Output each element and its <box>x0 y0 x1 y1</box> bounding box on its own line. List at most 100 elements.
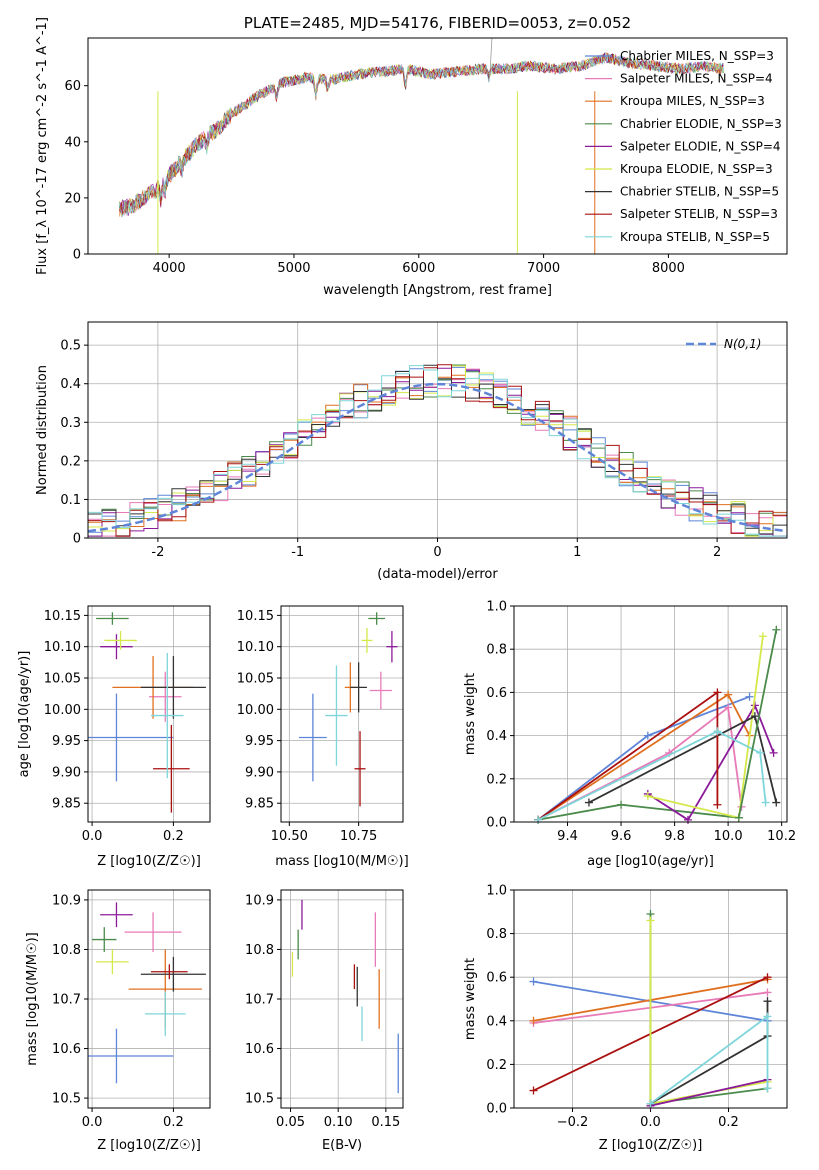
legend-label: Kroupa STELIB, N_SSP=5 <box>620 230 770 244</box>
weight-series-line <box>537 730 767 821</box>
x-tick-label: 10.2 <box>767 829 796 844</box>
weight-marker <box>724 703 733 712</box>
y-tick-label: 0 <box>73 532 81 547</box>
legend-label: Salpeter STELIB, N_SSP=3 <box>620 207 778 221</box>
y-tick-label: 60 <box>64 79 81 94</box>
axes-frame <box>280 605 404 823</box>
x-axis-label: Z [log10(Z/Z☉)] <box>97 854 201 869</box>
weight-series-line <box>537 705 743 821</box>
legend-label: Chabrier MILES, N_SSP=3 <box>620 49 774 63</box>
y-tick-label: 10.00 <box>237 703 274 718</box>
weight-marker <box>713 800 722 809</box>
y-tick-label: 0.4 <box>60 377 81 392</box>
x-tick-label: 0.15 <box>371 1115 400 1130</box>
y-tick-label: 10.10 <box>237 640 274 655</box>
y-tick-label: 0.8 <box>486 927 507 942</box>
residuals-panel: -2 -1 0 1 2 0 0.1 0.2 0.3 0.4 0.5 (data-model)/erro… <box>35 321 788 582</box>
weight-series-line <box>647 703 775 822</box>
errorbar-points <box>88 612 206 813</box>
y-tick-label: 0.0 <box>486 816 507 831</box>
weight-series-line <box>737 629 778 818</box>
y-tick-label: 10.7 <box>52 993 81 1008</box>
axes-frame <box>513 889 788 1109</box>
y-tick-label: 0.0 <box>486 1102 507 1117</box>
x-tick-label: 0.10 <box>324 1115 353 1130</box>
y-tick-label: 10.15 <box>44 609 81 624</box>
y-tick-label: 10.9 <box>245 893 274 908</box>
weight-series-line <box>537 803 739 821</box>
weight-series-line <box>649 920 768 1105</box>
weight-series-line <box>650 1001 769 1105</box>
histogram-step <box>88 364 787 537</box>
x-axis-label: Z [log10(Z/Z☉)] <box>97 1138 201 1153</box>
y-tick-label: 0.6 <box>486 971 507 986</box>
y-axis-label: mass weight <box>463 958 478 1040</box>
x-axis-label: E(B-V) <box>322 1138 362 1153</box>
y-axis-label: Flux [f_λ 10^-17 erg cm^-2 s^-1 A^-1] <box>35 17 50 275</box>
mass_vs_Z-panel: 0.0 0.2 10.5 10.6 10.7 10.8 10.9 Z [log10(Z/Z☉)… <box>25 889 211 1153</box>
legend: Chabrier MILES, N_SSP=3 Salpeter MILES, N… <box>585 49 782 244</box>
histogram-step <box>88 365 787 537</box>
errorbar-points <box>299 612 398 807</box>
legend-label: Salpeter MILES, N_SSP=4 <box>620 72 773 86</box>
x-tick-label: 0.0 <box>82 1115 103 1130</box>
weight-marker <box>584 798 593 807</box>
y-tick-label: 0.2 <box>486 772 507 787</box>
weight-marker <box>529 977 538 986</box>
axes-frame <box>87 37 788 255</box>
y-tick-label: 0.6 <box>486 686 507 701</box>
mass_vs_ebv-panel: 0.05 0.10 0.15 10.5 10.6 10.7 10.8 10.9 E(B-V) <box>245 889 404 1153</box>
weight-marker <box>646 1099 655 1108</box>
weight-marker <box>772 798 781 807</box>
x-tick-label: 5000 <box>277 261 310 276</box>
legend-label: Chabrier STELIB, N_SSP=5 <box>620 185 779 199</box>
legend-label: Kroupa ELODIE, N_SSP=3 <box>620 162 773 176</box>
spectrum-spike <box>489 38 493 75</box>
x-tick-label: 6000 <box>402 261 435 276</box>
weight-marker <box>763 1084 772 1093</box>
y-axis-label: Normed distribution <box>35 365 50 495</box>
x-tick-label: 10.75 <box>340 829 377 844</box>
y-tick-label: 10.5 <box>52 1092 81 1107</box>
errorbar-points <box>88 902 206 1084</box>
y-tick-label: 10.00 <box>44 703 81 718</box>
x-tick-label: 0 <box>433 545 441 560</box>
weight-marker <box>534 815 543 824</box>
normal-reference-curve <box>88 382 787 533</box>
y-tick-label: 10.05 <box>237 672 274 687</box>
x-tick-label: 0.05 <box>276 1115 305 1130</box>
weight-marker <box>529 1086 538 1095</box>
x-tick-label: 0.2 <box>718 1115 739 1130</box>
weight-marker <box>756 748 765 757</box>
weight-marker <box>745 692 754 701</box>
x-tick-label: 2 <box>713 545 721 560</box>
x-tick-label: -2 <box>151 545 164 560</box>
y-tick-label: 10.15 <box>237 609 274 624</box>
weight-marker <box>683 815 692 824</box>
weight-marker <box>750 712 759 721</box>
age_vs_mass-panel: 10.50 10.75 9.85 9.90 9.95 10.00 10.05 10.10 10.… <box>237 605 409 869</box>
y-tick-label: 10.05 <box>44 672 81 687</box>
weight-marker <box>763 973 772 982</box>
y-tick-label: 0.2 <box>60 454 81 469</box>
axes-frame <box>87 321 788 539</box>
x-tick-label: 0.0 <box>82 829 103 844</box>
spectrum-series-line <box>118 52 724 218</box>
y-tick-label: 0.2 <box>486 1058 507 1073</box>
y-tick-label: 9.85 <box>245 797 274 812</box>
weight-series-line <box>649 914 768 1105</box>
x-tick-label: 1 <box>573 545 581 560</box>
weight-series-line <box>650 1078 768 1107</box>
legend-label: Chabrier ELODIE, N_SSP=3 <box>620 117 782 131</box>
y-tick-label: 10.7 <box>245 993 274 1008</box>
y-tick-label: 0.4 <box>486 729 507 744</box>
x-tick-label: 8000 <box>652 261 685 276</box>
spectrum-panel: PLATE=2485, MJD=54176, FIBERID=0053, z=0… <box>35 14 788 298</box>
weight-marker <box>734 813 743 822</box>
y-tick-label: 10.6 <box>52 1042 81 1057</box>
mass_weight_vs_age-panel: 9.4 9.6 9.8 10.0 10.2 0.0 0.2 0.4 0.6 0.8 1.0 age [… <box>463 600 796 870</box>
axes-frame <box>280 889 404 1109</box>
weight-marker <box>763 997 772 1006</box>
x-axis-label: age [log10(age/yr)] <box>587 854 714 869</box>
